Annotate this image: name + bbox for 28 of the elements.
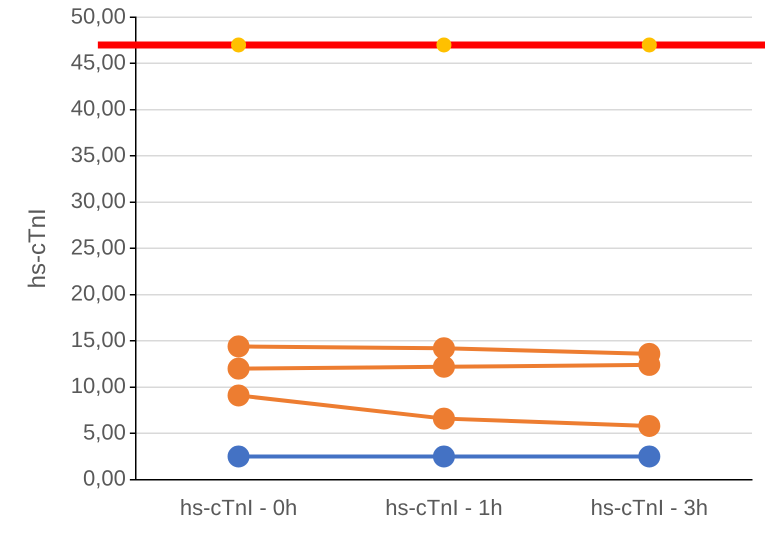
point	[228, 358, 250, 380]
point	[228, 445, 250, 468]
point	[638, 445, 660, 468]
y-tick-label: 0,00	[83, 466, 126, 491]
y-tick-label: 5,00	[83, 419, 126, 444]
y-tick-label: 40,00	[70, 96, 126, 121]
point	[436, 37, 452, 52]
y-tick-label: 10,00	[70, 373, 126, 398]
y-tick-label: 25,00	[70, 234, 126, 260]
point	[642, 37, 657, 52]
point	[231, 37, 246, 52]
y-axis-title: hs-cTnI	[24, 208, 52, 288]
y-tick-label: 15,00	[70, 326, 126, 352]
point	[228, 384, 250, 406]
point	[432, 356, 455, 378]
point	[638, 414, 660, 437]
y-tick-label: 45,00	[70, 50, 126, 74]
point	[432, 337, 455, 360]
y-tick-label: 35,00	[70, 142, 126, 167]
point	[432, 445, 455, 468]
point	[228, 335, 250, 358]
x-tick-label: hs-cTnI - 0h	[180, 494, 298, 520]
x-tick-label: hs-cTnI - 3h	[590, 494, 708, 520]
y-tick-label: 30,00	[70, 188, 126, 214]
x-tick-label: hs-cTnI - 1h	[385, 494, 503, 520]
y-tick-label: 20,00	[70, 280, 126, 306]
point	[432, 408, 455, 430]
y-tick-label: 50,00	[70, 3, 126, 28]
